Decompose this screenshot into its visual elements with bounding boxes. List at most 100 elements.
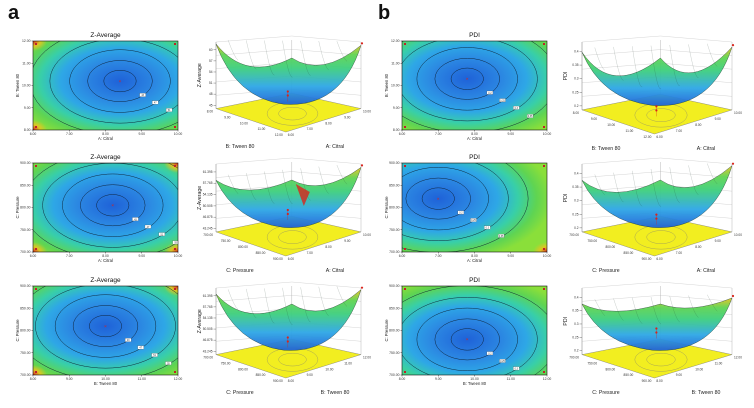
contour-label-box bbox=[165, 361, 172, 366]
design-point bbox=[360, 42, 364, 45]
contour-fill-group: 43 47 51 55 ✕ bbox=[33, 286, 178, 375]
contour-line bbox=[450, 67, 484, 90]
contour-line bbox=[69, 49, 171, 113]
grid-line bbox=[660, 295, 733, 302]
z-tick-label: 51 bbox=[209, 81, 213, 85]
surface-mesh bbox=[707, 294, 718, 312]
x-tick-label: 900.00 bbox=[642, 379, 652, 383]
x-tick-label: 800.00 bbox=[605, 245, 615, 249]
y-tick-label: 900.00 bbox=[389, 284, 399, 288]
y-tick-label: 6.00 bbox=[288, 133, 294, 137]
contour-label-box bbox=[486, 90, 494, 95]
design-point bbox=[543, 43, 545, 45]
surface-mesh bbox=[594, 47, 605, 71]
x-tick-label: 12.00 bbox=[643, 135, 651, 139]
grid-line bbox=[581, 157, 661, 165]
contour-line bbox=[49, 41, 178, 124]
design-point bbox=[543, 126, 545, 128]
contour-fill-group: 0.2 0.25 0.3 0.35 ✕ bbox=[402, 163, 547, 252]
x-tick-label: 900.00 bbox=[273, 257, 283, 261]
y-tick-label: 900.00 bbox=[20, 161, 30, 165]
x-tick-label: 8.00 bbox=[573, 111, 579, 115]
y-axis-label: A: Citral bbox=[326, 144, 344, 150]
contour-line bbox=[103, 70, 137, 93]
response-surface bbox=[581, 297, 733, 351]
y-axis-label: A: Citral bbox=[326, 268, 344, 274]
surface-mesh bbox=[632, 297, 643, 324]
response-surface bbox=[215, 166, 362, 228]
y-tick-label: 11.00 bbox=[22, 61, 30, 65]
design-point bbox=[404, 288, 406, 290]
contour-line bbox=[402, 163, 509, 241]
response-surface bbox=[215, 289, 362, 351]
contour-line bbox=[80, 184, 146, 227]
y-tick-label: 10.00 bbox=[734, 233, 742, 237]
contour-plot-5: PDI 0.2 0.25 0.3 0.35 ✕ 6.00 7.00 8.00 9.00 10.00 7… bbox=[384, 154, 552, 263]
z-tick-label: 0.35 bbox=[572, 309, 578, 313]
grid-line bbox=[215, 49, 292, 56]
x-tick-label: 800.00 bbox=[238, 367, 248, 371]
contour-line bbox=[54, 294, 157, 358]
surface-mesh bbox=[594, 174, 605, 196]
y-tick-label: 700.00 bbox=[389, 250, 399, 254]
y-axis-label: C: Pressure bbox=[384, 319, 389, 342]
contour-line bbox=[416, 47, 518, 111]
contour-label: 55 bbox=[182, 117, 185, 120]
x-tick-label: 10.00 bbox=[543, 254, 552, 258]
y-tick-label: 800.00 bbox=[20, 329, 30, 333]
y-tick-label: 8.00 bbox=[656, 379, 662, 383]
y-tick-label: 800.00 bbox=[389, 206, 399, 210]
surface-highlight bbox=[295, 184, 310, 206]
grid-line bbox=[581, 35, 661, 43]
y-tick-label: 10.00 bbox=[363, 233, 371, 237]
z-axis-label: PDI bbox=[563, 194, 569, 203]
y-axis-label: C: Pressure bbox=[15, 196, 20, 219]
x-tick-label: 11.00 bbox=[258, 127, 266, 131]
y-tick-label: 850.00 bbox=[389, 183, 399, 187]
design-point bbox=[543, 165, 545, 167]
surface-mesh bbox=[246, 40, 257, 70]
z-tick-label: 0.35 bbox=[572, 63, 578, 67]
x-tick-label: 8.00 bbox=[102, 254, 109, 258]
z-axis-label: Z-Average bbox=[197, 63, 203, 87]
panel-label-a: a bbox=[8, 2, 20, 24]
contour-plot-3: Z-Average 43 47 51 55 ✕ 8.00 9.00 10.00 11.00 12.0… bbox=[15, 277, 183, 386]
design-point bbox=[404, 165, 406, 167]
y-axis-label: A: Citral bbox=[697, 146, 715, 152]
z-tick-label: 54.135 bbox=[203, 316, 213, 320]
contour-plot-2: Z-Average 43 47 51 55 ✕ 6.00 7.00 8.00 9.00 10.00 7… bbox=[15, 154, 182, 263]
x-axis-label: A: Citral bbox=[467, 136, 482, 141]
contour-label-box bbox=[132, 217, 139, 221]
z-tick-label: 54 bbox=[209, 70, 213, 74]
contour-line bbox=[416, 307, 518, 371]
y-tick-label: 700.00 bbox=[20, 373, 30, 377]
y-tick-label: 9.00 bbox=[24, 106, 31, 110]
z-tick-label: 0.2 bbox=[574, 226, 579, 230]
contour-label: 0.3 bbox=[515, 107, 519, 110]
contour-label: 0.35 bbox=[499, 235, 504, 238]
y-tick-label: 10.00 bbox=[22, 84, 31, 88]
contour-label-box bbox=[457, 210, 465, 215]
z-tick-label: 43.245 bbox=[203, 227, 213, 231]
y-tick-label: 8.00 bbox=[288, 379, 294, 383]
x-tick-label: 10.00 bbox=[240, 121, 248, 125]
x-axis-label: B: Tween 80 bbox=[463, 381, 487, 386]
y-tick-label: 750.00 bbox=[389, 351, 399, 355]
y-axis-label: B: Tween 80 bbox=[321, 390, 350, 396]
contour-label: 51 bbox=[168, 109, 171, 112]
contour-title: PDI bbox=[469, 154, 480, 161]
contour-label: 0.2 bbox=[488, 92, 492, 95]
design-point bbox=[35, 165, 37, 167]
z-tick-label: 0.4 bbox=[574, 172, 579, 176]
contour-label-box bbox=[152, 100, 159, 105]
x-tick-label: 12.00 bbox=[174, 377, 183, 381]
contour-label-box bbox=[180, 117, 186, 120]
floor-contour bbox=[646, 108, 676, 122]
z-axis-label: PDI bbox=[563, 72, 569, 81]
x-tick-label: 700.00 bbox=[203, 233, 213, 237]
grid-line bbox=[581, 171, 661, 178]
z-tick-label: 57 bbox=[209, 59, 213, 63]
grid-line bbox=[581, 295, 661, 302]
design-point bbox=[35, 288, 37, 290]
design-point bbox=[731, 294, 735, 298]
